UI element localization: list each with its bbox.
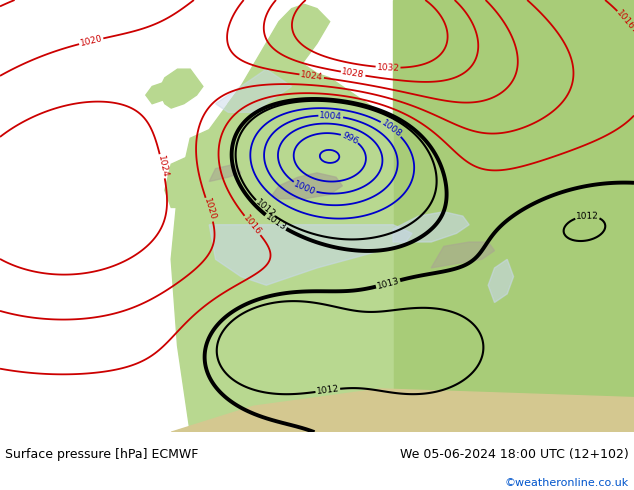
Polygon shape (431, 242, 495, 268)
Text: 1032: 1032 (377, 63, 399, 73)
Polygon shape (273, 173, 342, 199)
Text: 1020: 1020 (202, 197, 217, 222)
Text: 1012: 1012 (316, 384, 340, 396)
Polygon shape (209, 225, 412, 285)
Polygon shape (165, 156, 228, 207)
Text: 1016: 1016 (242, 214, 263, 237)
Text: 1008: 1008 (379, 118, 403, 139)
Polygon shape (171, 60, 393, 432)
Text: 1013: 1013 (376, 276, 400, 291)
Text: 1024: 1024 (300, 70, 323, 82)
Polygon shape (228, 4, 330, 121)
Text: 1013: 1013 (264, 212, 288, 232)
Polygon shape (209, 164, 241, 181)
Text: 1012: 1012 (576, 212, 599, 221)
Polygon shape (393, 212, 469, 242)
Polygon shape (158, 69, 203, 108)
Polygon shape (285, 173, 323, 225)
Bar (393, 0, 634, 432)
Text: 1020: 1020 (79, 34, 103, 48)
Text: Surface pressure [hPa] ECMWF: Surface pressure [hPa] ECMWF (5, 448, 198, 461)
Text: 1000: 1000 (292, 179, 317, 196)
Text: ©weatheronline.co.uk: ©weatheronline.co.uk (505, 478, 629, 488)
Text: 1012: 1012 (254, 198, 276, 220)
Polygon shape (216, 69, 292, 112)
Polygon shape (488, 259, 514, 302)
Text: 1016: 1016 (615, 8, 634, 32)
Polygon shape (317, 207, 368, 268)
Text: 996: 996 (340, 130, 359, 146)
Text: 1028: 1028 (341, 68, 365, 80)
Polygon shape (146, 82, 171, 104)
Text: 1004: 1004 (319, 111, 342, 121)
Polygon shape (171, 389, 634, 432)
Text: We 05-06-2024 18:00 UTC (12+102): We 05-06-2024 18:00 UTC (12+102) (400, 448, 629, 461)
Text: 1024: 1024 (156, 154, 169, 178)
